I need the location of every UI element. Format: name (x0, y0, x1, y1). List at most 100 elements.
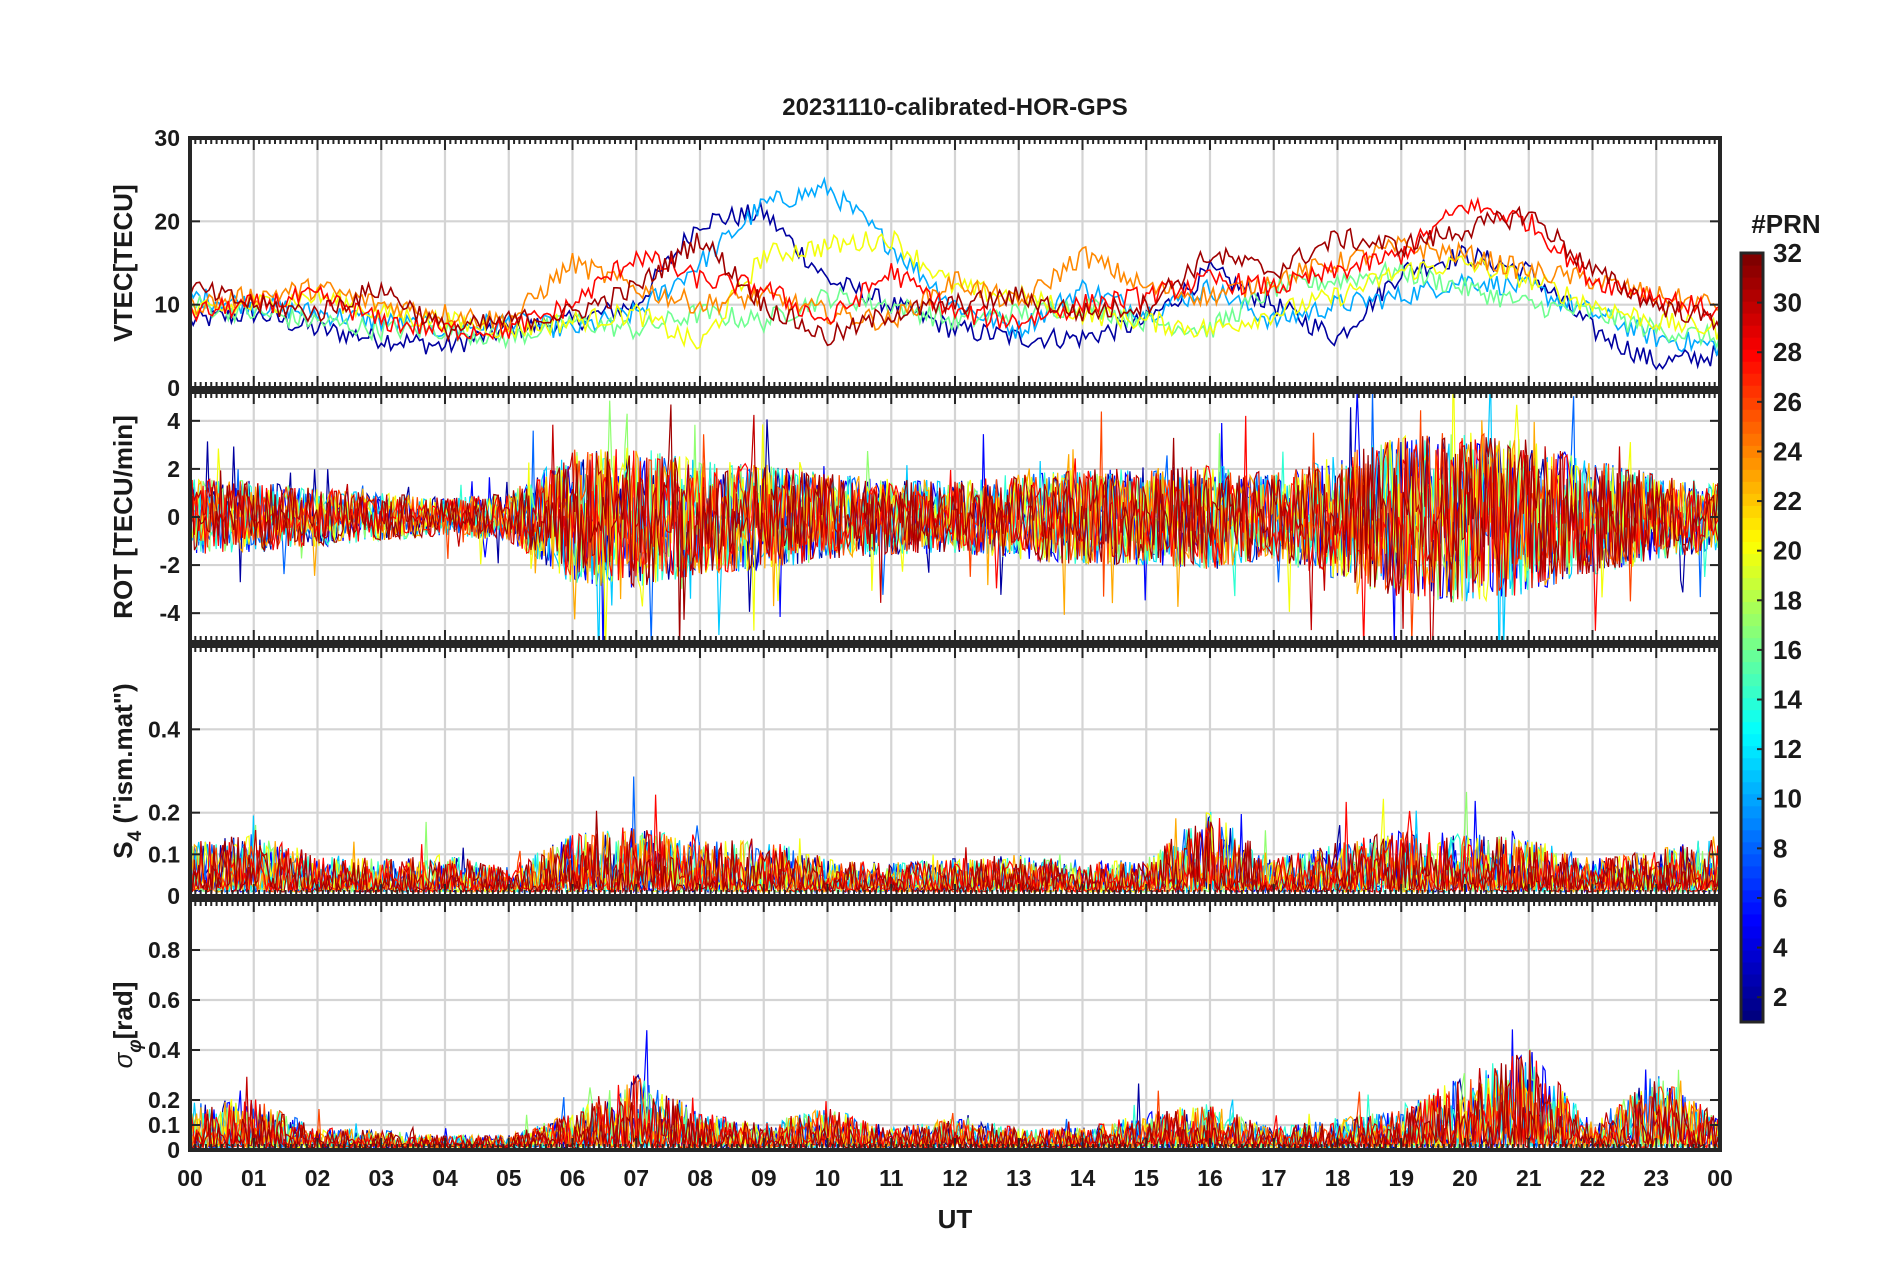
y-axis-label-sigma_phi: σφ[rad] (108, 982, 146, 1069)
colorbar-segment (1741, 505, 1763, 518)
y-tick-label: 0.6 (148, 987, 180, 1013)
x-tick-label: 17 (1261, 1165, 1287, 1191)
y-axis-label-vtec: VTEC[TECU] (108, 184, 138, 341)
colorbar-segment (1741, 973, 1763, 987)
x-tick-label: 03 (368, 1165, 394, 1191)
traces (190, 392, 1720, 642)
y-tick-label: 0.4 (148, 716, 180, 742)
y-tick-label: 4 (167, 408, 180, 434)
colorbar-segment (1741, 397, 1763, 410)
y-label-suffix: ("ism.mat") (108, 683, 138, 830)
vtec-line-prn-2 (190, 200, 1720, 371)
colorbar-segment (1741, 601, 1763, 615)
x-tick-label: 15 (1133, 1165, 1159, 1191)
colorbar-tick-label: 16 (1773, 635, 1802, 665)
x-tick-label: 19 (1388, 1165, 1414, 1191)
colorbar-segment (1741, 421, 1763, 434)
colorbar-segment (1741, 673, 1763, 687)
grid (188, 900, 1722, 1152)
colorbar-segment (1741, 361, 1763, 374)
colorbar-tick-label: 18 (1773, 585, 1802, 615)
colorbar-tick-label: 4 (1773, 933, 1788, 963)
ticks (189, 900, 1721, 1151)
y-tick-label: -4 (160, 600, 181, 626)
colorbar-segment (1741, 289, 1763, 302)
colorbar-tick-label: 32 (1773, 238, 1802, 268)
colorbar-segment (1741, 493, 1763, 506)
colorbar-segment (1741, 985, 1763, 999)
x-tick-label: 01 (241, 1165, 267, 1191)
colorbar-segment (1741, 637, 1763, 651)
y-label-subscript: φ (125, 1039, 146, 1052)
x-tick-label: 09 (751, 1165, 777, 1191)
colorbar-segment (1741, 697, 1763, 711)
colorbar-segment (1741, 769, 1763, 783)
colorbar-segment (1741, 841, 1763, 855)
colorbar-segment (1741, 649, 1763, 663)
y-tick-label: 0 (167, 375, 180, 401)
y-tick-label: 0.1 (148, 841, 180, 867)
colorbar-segment (1741, 553, 1763, 567)
vtec-line-prn-16 (190, 260, 1720, 350)
colorbar-segment (1741, 721, 1763, 735)
colorbar-segment (1741, 337, 1763, 350)
y-tick-label: 2 (167, 456, 180, 482)
colorbar-segment (1741, 565, 1763, 579)
colorbar-tick-label: 20 (1773, 536, 1802, 566)
ticks (189, 646, 1721, 897)
panel-rot: -4 -2 0 2 4 ROT [TECU/min] (108, 390, 1722, 644)
colorbar-segment (1741, 865, 1763, 879)
colorbar-segment (1741, 829, 1763, 843)
colorbar-tick-label: 30 (1773, 288, 1802, 318)
x-axis-label: UT (938, 1204, 973, 1234)
x-tick-label: 23 (1643, 1165, 1669, 1191)
y-axis-label-s4: S4 ("ism.mat") (108, 683, 146, 858)
y-tick-label: 0.2 (148, 800, 180, 826)
y-tick-label: 0 (167, 504, 180, 530)
colorbar-segment (1741, 589, 1763, 603)
y-tick-label: 0.1 (148, 1112, 180, 1138)
ticks (189, 392, 1721, 642)
colorbar-tick-label: 14 (1773, 685, 1802, 715)
x-tick-label: 00 (1707, 1165, 1733, 1191)
panel-vtec: 0 10 20 30 VTEC[TECU] (108, 125, 1722, 401)
colorbar-tick-label: 6 (1773, 883, 1787, 913)
x-tick-label: 02 (305, 1165, 331, 1191)
colorbar-segment (1741, 781, 1763, 795)
colorbar-segment (1741, 805, 1763, 819)
x-tick-label: 20 (1452, 1165, 1478, 1191)
x-tick-label: 04 (432, 1165, 458, 1191)
x-tick-label: 18 (1325, 1165, 1351, 1191)
colorbar-segment (1741, 541, 1763, 554)
y-label-main: σ (108, 1051, 138, 1068)
x-tick-label: 08 (687, 1165, 713, 1191)
y-tick-label: 0.2 (148, 1087, 180, 1113)
colorbar-frame (1739, 251, 1765, 1024)
colorbar-segment (1741, 325, 1763, 338)
s4-line-prn-31 (190, 810, 1720, 894)
x-tick-label: 05 (496, 1165, 522, 1191)
y-tick-label: 0 (167, 883, 180, 909)
x-tick-label: 21 (1516, 1165, 1542, 1191)
y-axis-label-rot: ROT [TECU/min] (108, 415, 138, 619)
colorbar-segment (1741, 517, 1763, 530)
colorbar-segment (1741, 1009, 1763, 1023)
y-label-main: S (108, 841, 138, 858)
y-tick-label: -2 (160, 552, 180, 578)
x-tick-label: 14 (1070, 1165, 1096, 1191)
y-tick-label: 10 (154, 292, 180, 318)
colorbar-segment (1741, 409, 1763, 422)
colorbar-segment (1741, 949, 1763, 963)
colorbar-segment (1741, 349, 1763, 362)
colorbar-segment (1741, 481, 1763, 494)
x-tick-label: 22 (1580, 1165, 1606, 1191)
y-label-suffix: [rad] (108, 982, 138, 1040)
colorbar-segment (1741, 577, 1763, 591)
traces (190, 176, 1720, 371)
colorbar-segment (1741, 685, 1763, 699)
colorbar-segment (1741, 853, 1763, 867)
colorbar-segment (1741, 301, 1763, 314)
x-tick-label: 00 (177, 1165, 203, 1191)
colorbar-segment (1741, 745, 1763, 759)
